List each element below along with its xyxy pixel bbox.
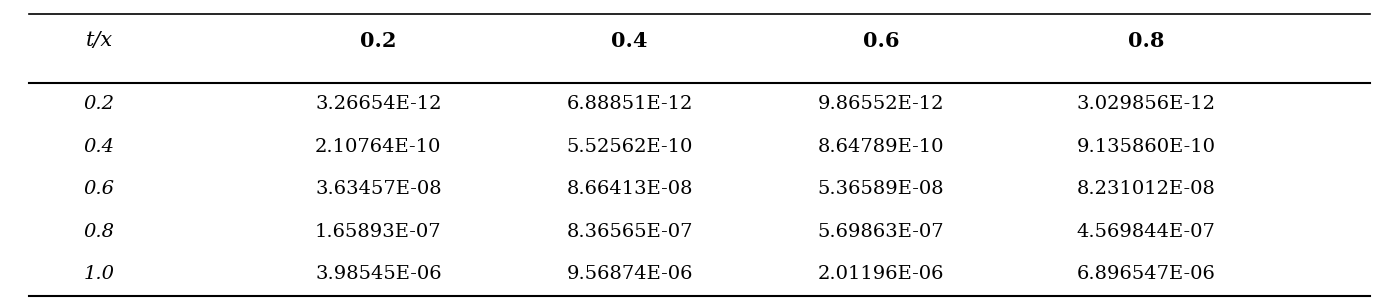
Text: 0.4: 0.4 [84, 138, 115, 156]
Text: 0.6: 0.6 [863, 31, 900, 51]
Text: 8.64789E-10: 8.64789E-10 [818, 138, 944, 156]
Text: 0.6: 0.6 [84, 180, 115, 198]
Text: 8.66413E-08: 8.66413E-08 [567, 180, 693, 198]
Text: 3.63457E-08: 3.63457E-08 [315, 180, 442, 198]
Text: 0.2: 0.2 [84, 95, 115, 114]
Text: 1.0: 1.0 [84, 265, 115, 283]
Text: 9.86552E-12: 9.86552E-12 [818, 95, 944, 114]
Text: 0.2: 0.2 [360, 31, 397, 51]
Text: 0.4: 0.4 [611, 31, 648, 51]
Text: 4.569844E-07: 4.569844E-07 [1077, 223, 1216, 241]
Text: t/x: t/x [85, 31, 113, 50]
Text: 6.88851E-12: 6.88851E-12 [567, 95, 693, 114]
Text: 1.65893E-07: 1.65893E-07 [315, 223, 442, 241]
Text: 0.8: 0.8 [1128, 31, 1164, 51]
Text: 8.36565E-07: 8.36565E-07 [567, 223, 693, 241]
Text: 0.8: 0.8 [84, 223, 115, 241]
Text: 2.01196E-06: 2.01196E-06 [818, 265, 944, 283]
Text: 2.10764E-10: 2.10764E-10 [315, 138, 442, 156]
Text: 5.36589E-08: 5.36589E-08 [817, 180, 944, 198]
Text: 5.69863E-07: 5.69863E-07 [817, 223, 944, 241]
Text: 9.56874E-06: 9.56874E-06 [567, 265, 693, 283]
Text: 3.26654E-12: 3.26654E-12 [315, 95, 442, 114]
Text: 8.231012E-08: 8.231012E-08 [1077, 180, 1216, 198]
Text: 3.029856E-12: 3.029856E-12 [1077, 95, 1216, 114]
Text: 9.135860E-10: 9.135860E-10 [1077, 138, 1216, 156]
Text: 6.896547E-06: 6.896547E-06 [1077, 265, 1216, 283]
Text: 3.98545E-06: 3.98545E-06 [315, 265, 442, 283]
Text: 5.52562E-10: 5.52562E-10 [567, 138, 693, 156]
